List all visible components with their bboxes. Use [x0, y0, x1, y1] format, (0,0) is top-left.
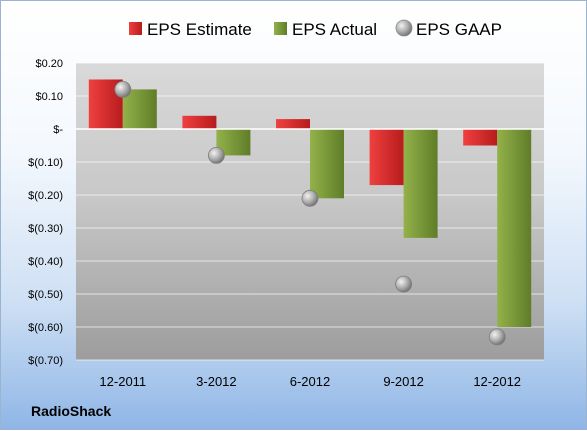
bar-estimate — [463, 129, 498, 146]
legend-marker-gaap — [395, 19, 413, 37]
bar-estimate — [182, 115, 217, 129]
gaap-marker — [207, 146, 225, 164]
bar-estimate — [369, 129, 404, 186]
y-tick-label: $(0.20) — [28, 190, 63, 202]
y-tick-label: $(0.10) — [28, 157, 63, 169]
y-tick-label: $0.10 — [35, 91, 63, 103]
gaap-marker — [488, 328, 506, 346]
legend-label-gaap: EPS GAAP — [416, 20, 502, 39]
x-tick-label: 6-2012 — [290, 374, 330, 389]
gaap-marker — [301, 189, 319, 207]
y-tick-label: $(0.30) — [28, 223, 63, 235]
legend-label-estimate: EPS Estimate — [147, 20, 252, 39]
x-tick-label: 12-2012 — [473, 374, 521, 389]
bar-actual — [497, 129, 532, 327]
gaap-marker — [114, 81, 132, 98]
x-tick-label: 3-2012 — [196, 374, 236, 389]
y-axis-ticks: $0.20 $0.10 $- $(0.10) $(0.20) $(0.30) $(0.40)… — [28, 58, 63, 367]
x-tick-label: 12-2011 — [99, 374, 146, 389]
company-label: RadioShack — [31, 403, 112, 419]
bars — [88, 79, 532, 327]
x-tick-label: 9-2012 — [383, 374, 423, 389]
bar-estimate — [276, 119, 310, 129]
y-tick-label: $(0.40) — [28, 256, 63, 268]
y-tick-label: $(0.50) — [28, 289, 63, 301]
bar-actual — [310, 129, 344, 199]
y-tick-label: $(0.60) — [28, 322, 63, 334]
y-tick-label: $0.20 — [35, 58, 63, 70]
legend-swatch-estimate — [129, 22, 142, 35]
y-tick-label: $- — [53, 124, 63, 136]
x-axis-labels: 12-2011 3-2012 6-2012 9-2012 12-2012 — [99, 374, 521, 389]
legend-swatch-actual — [274, 22, 287, 35]
legend-label-actual: EPS Actual — [292, 20, 377, 39]
gaap-markers — [114, 81, 506, 346]
legend: EPS Estimate EPS Actual EPS GAAP — [129, 19, 502, 39]
bar-actual — [403, 129, 438, 238]
gaap-marker — [395, 275, 413, 293]
y-tick-label: $(0.70) — [28, 355, 63, 367]
bar-actual — [122, 89, 157, 129]
